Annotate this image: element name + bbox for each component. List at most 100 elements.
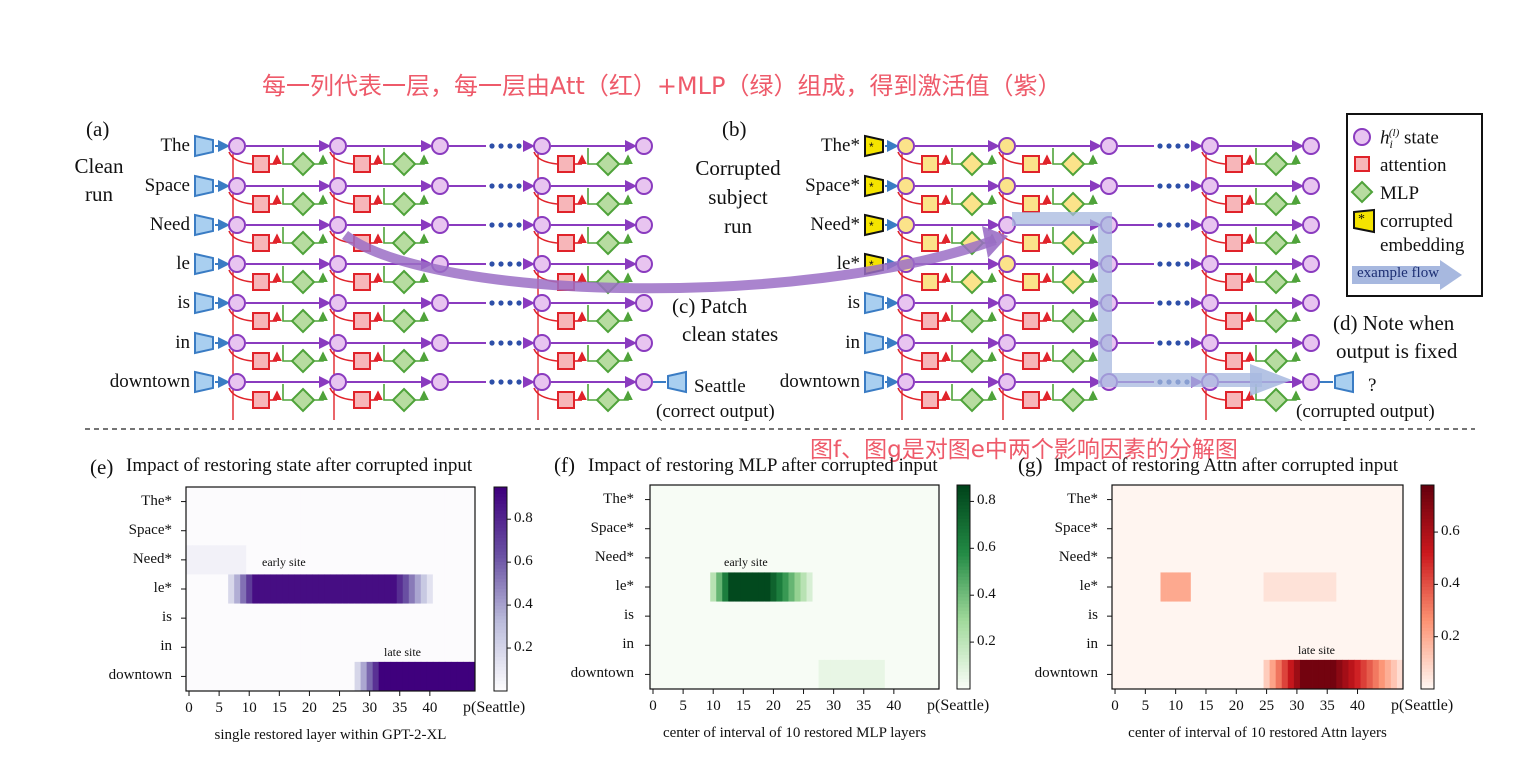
legend-state-icon: [1353, 128, 1371, 146]
panel-a-output-word: Seattle: [694, 376, 746, 397]
attention-block: [353, 352, 371, 370]
mlp-block: [1263, 230, 1289, 256]
legend-flow-label: example flow: [1357, 265, 1440, 281]
panel-2-row-label: Space*: [1054, 519, 1098, 536]
mlp-in-line: [383, 305, 394, 322]
attn-in-line: [897, 191, 922, 205]
mlp-block: [1060, 230, 1086, 256]
ellipsis-dot: [1184, 222, 1190, 228]
state-node: [1201, 137, 1219, 155]
ellipsis-dot: [1157, 143, 1163, 149]
attn-in-line: [1201, 308, 1226, 322]
mlp-in-line: [1255, 227, 1266, 244]
mlp-block: [290, 191, 316, 217]
ellipsis-dot: [516, 340, 522, 346]
panel-0-row-label: downtown: [108, 667, 172, 684]
mlp-in-line: [383, 148, 394, 165]
panel-b-caption-1: Corrupted: [695, 156, 781, 180]
mlp-out-arrow: [1084, 351, 1098, 362]
panel-2-cbar-label: p(Seattle): [1391, 697, 1454, 714]
attn-in-line: [1201, 151, 1226, 165]
state-node: [897, 137, 915, 155]
mlp-block: [959, 387, 985, 413]
mlp-out-arrow: [1287, 154, 1301, 165]
state-node: [533, 255, 551, 273]
mlp-out-arrow: [314, 390, 328, 401]
mlp-in-line: [587, 266, 598, 283]
state-node: [431, 177, 449, 195]
state-node: [228, 334, 246, 352]
state-node: [329, 177, 347, 195]
mlp-out-arrow: [314, 233, 328, 244]
attn-in-line: [228, 230, 253, 244]
attn-in-line: [228, 387, 253, 401]
panel-1-row-label: is: [623, 607, 634, 624]
panel-2-site-label-2: late site: [1298, 643, 1335, 657]
panel-1-x-tick-label: 20: [765, 698, 781, 714]
panel-2-x-tick-label: 40: [1350, 698, 1366, 714]
mlp-out-arrow: [1287, 351, 1301, 362]
panel-1-cbar-label: p(Seattle): [927, 697, 990, 714]
ellipsis-dot: [1184, 300, 1190, 306]
attention-block: [557, 155, 575, 173]
ellipsis-dot: [516, 261, 522, 267]
mlp-block: [290, 387, 316, 413]
ellipsis-dot: [498, 183, 504, 189]
state-node: [329, 216, 347, 234]
mlp-block: [391, 269, 417, 295]
mlp-in-line: [587, 227, 598, 244]
mlp-in-line: [1052, 305, 1063, 322]
corrupted-embedding-icon: [864, 213, 884, 237]
attn-in-line: [1201, 269, 1226, 283]
mlp-out-arrow: [619, 272, 633, 283]
panel-0-row-label: Space*: [128, 521, 172, 538]
attention-block: [557, 391, 575, 409]
attention-block: [921, 352, 939, 370]
legend-attention-label: attention: [1380, 155, 1447, 176]
mlp-block: [595, 387, 621, 413]
state-node: [533, 373, 551, 391]
ellipsis-dot: [507, 300, 513, 306]
embedding-icon: [194, 291, 214, 315]
flow-arrow-head: [1250, 364, 1292, 396]
mlp-out-arrow: [415, 311, 429, 322]
state-node: [228, 137, 246, 155]
mlp-out-arrow: [619, 154, 633, 165]
state-node: [1302, 216, 1320, 234]
mlp-in-line: [1255, 345, 1266, 362]
mlp-in-line: [282, 345, 293, 362]
state-node: [897, 177, 915, 195]
state-node: [1100, 137, 1118, 155]
panel-0-site-label-2: late site: [384, 645, 421, 659]
panel-a-token-6: downtown: [109, 371, 190, 392]
mlp-block: [391, 348, 417, 374]
attn-in-line: [998, 387, 1023, 401]
ellipsis-dot: [498, 340, 504, 346]
ellipsis-dot: [489, 379, 495, 385]
mlp-in-line: [282, 188, 293, 205]
state-node: [635, 255, 653, 273]
mlp-in-line: [282, 148, 293, 165]
corrupted-star: *: [869, 258, 874, 272]
panel-0-site-label-1: early site: [262, 555, 306, 569]
panel-b-token-6: downtown: [779, 371, 860, 392]
attn-in-line: [897, 151, 922, 165]
mlp-out-arrow: [619, 233, 633, 244]
ellipsis-dot: [489, 222, 495, 228]
corrupted-star: *: [869, 219, 874, 233]
panel-1-row-label: The*: [603, 490, 634, 507]
ellipsis-dot: [1175, 183, 1181, 189]
attn-in-line: [998, 269, 1023, 283]
panel-1-label: (f): [554, 453, 575, 477]
panel-1-row-label: in: [622, 636, 634, 653]
panel-b-token-2: Need*: [810, 214, 860, 235]
panel-2-row-label: is: [1087, 607, 1098, 624]
attention-block: [557, 195, 575, 213]
colorbar-tick-label: 0.4: [514, 596, 533, 613]
state-node: [533, 216, 551, 234]
ellipsis-dot: [1166, 300, 1172, 306]
state-node: [635, 373, 653, 391]
state-node: [635, 334, 653, 352]
colorbar-tick-label: 0.8: [514, 510, 533, 527]
panel-2-label: (g): [1018, 453, 1043, 477]
